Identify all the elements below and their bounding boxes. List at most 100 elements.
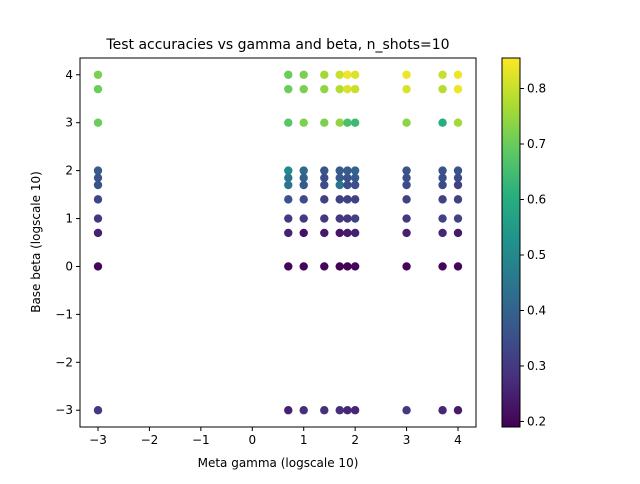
data-point [93, 214, 103, 223]
data-point [438, 406, 447, 415]
data-point [438, 195, 447, 204]
colorbar-tick-label: 0.6 [527, 192, 546, 206]
plot-area-frame [79, 57, 477, 428]
data-point [335, 262, 344, 271]
data-point [93, 118, 103, 127]
data-point [284, 406, 293, 415]
data-point [343, 84, 352, 94]
data-point [284, 173, 293, 183]
data-point [299, 195, 308, 204]
data-point [284, 214, 293, 223]
data-point [335, 406, 344, 415]
data-point [335, 228, 344, 238]
data-point [299, 166, 308, 175]
data-point [343, 195, 352, 204]
data-point [343, 166, 352, 175]
x-axis-ticks: −3 −2 −1 0 1 2 3 4 [89, 427, 462, 447]
colorbar-tick-label: 0.4 [527, 303, 546, 317]
data-point [350, 228, 360, 238]
data-point [320, 406, 329, 415]
x-tick-label: 0 [248, 433, 256, 447]
data-point [299, 84, 308, 94]
data-point [299, 228, 308, 238]
data-point [438, 166, 447, 175]
data-point [438, 173, 447, 183]
data-point [453, 70, 463, 79]
data-point [320, 173, 329, 183]
colorbar [501, 57, 521, 428]
data-point [284, 180, 293, 190]
data-point [320, 180, 329, 190]
y-tick-label: 4 [65, 68, 73, 82]
data-point [335, 214, 344, 223]
data-point [299, 173, 308, 183]
data-point [453, 228, 463, 238]
data-point [284, 118, 293, 127]
data-point [402, 214, 411, 223]
data-point [453, 166, 463, 175]
x-tick-label: 4 [454, 433, 462, 447]
data-point [335, 84, 344, 94]
data-point [93, 262, 103, 271]
data-point [350, 262, 360, 271]
data-point [438, 70, 447, 79]
data-point [343, 262, 352, 271]
data-point [402, 228, 411, 238]
colorbar-tick-label: 0.3 [527, 359, 546, 373]
data-point [335, 180, 344, 190]
data-point [402, 180, 411, 190]
data-point [284, 166, 293, 175]
data-point [453, 406, 463, 415]
data-point [320, 118, 329, 127]
data-point [343, 214, 352, 223]
data-point [93, 70, 103, 79]
data-point [402, 173, 411, 183]
data-point [438, 228, 447, 238]
data-point [402, 406, 411, 415]
data-point [343, 118, 352, 127]
colorbar-tick-label: 0.8 [527, 82, 546, 96]
data-point [350, 180, 360, 190]
data-point [299, 70, 308, 79]
data-point [350, 70, 360, 79]
data-point [343, 180, 352, 190]
y-tick-label: −1 [55, 307, 73, 321]
data-point [93, 84, 103, 94]
x-tick-label: 3 [403, 433, 411, 447]
data-point [402, 70, 411, 79]
x-tick-label: −1 [192, 433, 210, 447]
data-point [453, 262, 463, 271]
data-point [438, 84, 447, 94]
data-point [438, 118, 447, 127]
data-point [453, 173, 463, 183]
data-point [320, 70, 329, 79]
data-point [402, 84, 411, 94]
data-point [453, 214, 463, 223]
data-point [93, 180, 103, 190]
data-point [284, 70, 293, 79]
chart-title: Test accuracies vs gamma and beta, n_sho… [105, 37, 449, 53]
data-point [93, 406, 103, 415]
data-point [299, 214, 308, 223]
data-point [350, 173, 360, 183]
y-axis-label: Base beta (logscale 10) [29, 171, 43, 313]
y-tick-label: 2 [65, 164, 73, 178]
colorbar-tick-label: 0.2 [527, 414, 546, 428]
data-point [299, 406, 308, 415]
data-point [350, 118, 360, 127]
data-point [284, 84, 293, 94]
data-point [453, 180, 463, 190]
data-point [93, 166, 103, 175]
data-point [402, 195, 411, 204]
data-point [299, 180, 308, 190]
data-point [335, 173, 344, 183]
data-point [93, 228, 103, 238]
data-point [284, 195, 293, 204]
x-tick-label: −3 [89, 433, 107, 447]
data-point [438, 262, 447, 271]
data-point [350, 214, 360, 223]
data-point [453, 195, 463, 204]
data-point [343, 228, 352, 238]
data-point [350, 84, 360, 94]
